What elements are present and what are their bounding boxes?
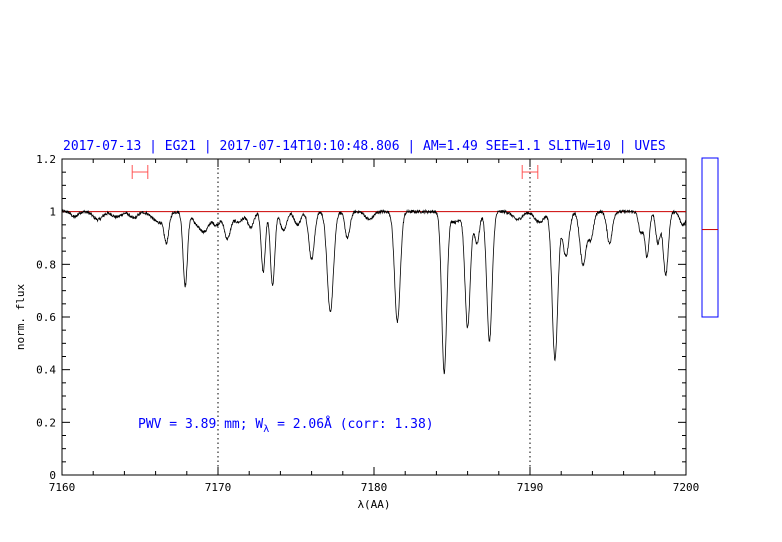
y-tick-label: 0.8 <box>36 258 56 271</box>
x-tick-label: 7180 <box>361 481 388 494</box>
y-tick-label: 1.2 <box>36 153 56 166</box>
annotation-prefix: PWV = 3.89 mm; W <box>138 417 263 432</box>
y-tick-label: 0.6 <box>36 311 56 324</box>
spectrum-line <box>61 208 687 375</box>
pwv-annotation: PWV = 3.89 mm; Wλ = 2.06Å (corr: 1.38) <box>138 416 434 435</box>
side-bar-frame <box>701 157 719 318</box>
x-tick-label: 7160 <box>49 481 76 494</box>
y-axis-label: norm. flux <box>14 284 27 351</box>
plot-area: 7160 7170 7180 7190 7200 0 0.2 0.4 0.6 0.8 1 1.2 <box>36 153 699 494</box>
y-tick-label: 1 <box>49 206 56 219</box>
y-tick-label: 0 <box>49 469 56 482</box>
y-tick-label: 0.2 <box>36 416 56 429</box>
annotation-suffix: = 2.06Å (corr: 1.38) <box>269 416 433 432</box>
x-tick-label: 7190 <box>517 481 544 494</box>
x-tick-label: 7170 <box>205 481 232 494</box>
annotation-subscript: λ <box>263 424 269 435</box>
continuum-window <box>521 165 539 179</box>
x-tick-label: 7200 <box>673 481 700 494</box>
continuum-window <box>131 165 149 179</box>
y-tick-label: 0.4 <box>36 364 56 377</box>
x-axis-label: λ(AA) <box>357 498 390 511</box>
side-indicator-bar <box>701 157 719 318</box>
chart-title: 2017-07-13 | EG21 | 2017-07-14T10:10:48.… <box>63 139 666 154</box>
